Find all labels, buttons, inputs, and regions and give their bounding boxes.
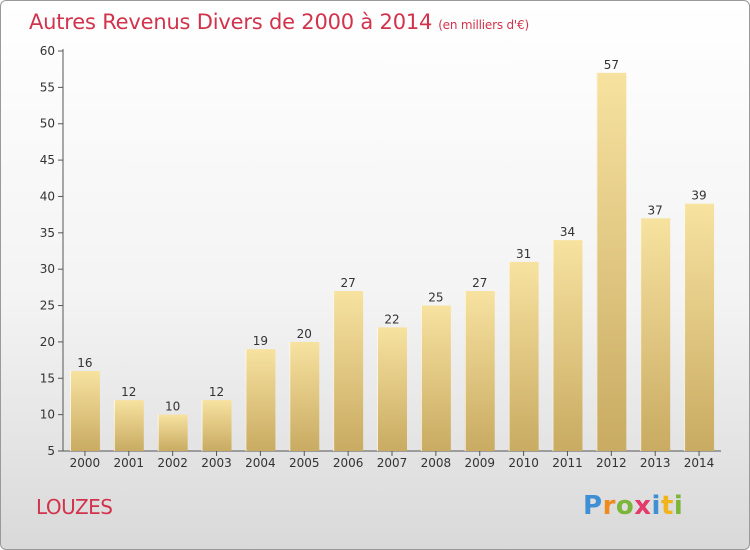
logo-letter: o <box>615 491 635 521</box>
bar <box>640 218 671 451</box>
y-tick-label: 40 <box>40 189 55 203</box>
data-label: 12 <box>209 385 224 399</box>
y-tick-label: 50 <box>40 117 55 131</box>
y-tick-label: 45 <box>40 153 55 167</box>
data-label: 10 <box>165 400 180 414</box>
place-name: LOUZES <box>36 495 113 519</box>
x-tick-label: 2001 <box>114 456 145 470</box>
data-label: 19 <box>253 334 268 348</box>
x-tick-label: 2000 <box>70 456 101 470</box>
data-label: 31 <box>516 247 531 261</box>
data-label: 22 <box>384 312 399 326</box>
y-tick-label: 10 <box>40 408 55 422</box>
x-tick-label: 2009 <box>464 456 495 470</box>
bar <box>552 240 583 451</box>
chart-title: Autres Revenus Divers de 2000 à 2014 (en … <box>29 10 529 34</box>
bar <box>333 291 364 451</box>
logo-letter: i <box>651 491 661 521</box>
logo-letter: x <box>634 491 652 521</box>
x-tick-label: 2013 <box>640 456 671 470</box>
x-tick-label: 2007 <box>377 456 408 470</box>
x-tick-label: 2006 <box>333 456 364 470</box>
chart-title-text: Autres Revenus Divers de 2000 à 2014 <box>29 10 433 34</box>
bar <box>289 341 320 451</box>
x-tick-label: 2012 <box>596 456 627 470</box>
data-label: 16 <box>77 356 92 370</box>
bar <box>596 72 627 452</box>
logo-letter: r <box>602 491 616 521</box>
x-tick-label: 2002 <box>157 456 188 470</box>
bar <box>377 327 407 451</box>
proxiti-logo: Proxiti <box>583 491 683 521</box>
data-label: 12 <box>121 385 136 399</box>
x-tick-label: 2014 <box>684 456 715 470</box>
y-tick-label: 35 <box>40 226 55 240</box>
data-label: 27 <box>340 276 355 290</box>
y-tick-label: 5 <box>47 444 55 458</box>
x-tick-label: 2008 <box>421 456 452 470</box>
x-tick-label: 2005 <box>289 456 320 470</box>
data-label: 27 <box>472 276 487 290</box>
bar <box>201 400 232 451</box>
logo-letter: P <box>583 491 603 521</box>
bar <box>508 261 539 451</box>
bar <box>245 349 276 451</box>
data-label: 57 <box>604 58 619 72</box>
x-tick-label: 2010 <box>508 456 539 470</box>
y-tick-label: 15 <box>40 371 55 385</box>
bar <box>420 305 451 451</box>
data-label: 25 <box>428 291 443 305</box>
bar <box>464 291 495 451</box>
y-tick-label: 60 <box>40 44 55 58</box>
chart-title-unit: (en milliers d'€) <box>438 18 529 32</box>
logo-letter: t <box>660 491 674 521</box>
x-tick-label: 2011 <box>552 456 583 470</box>
data-label: 37 <box>648 203 663 217</box>
y-tick-label: 25 <box>40 299 55 313</box>
logo-letter: i <box>673 491 684 521</box>
data-label: 34 <box>560 225 575 239</box>
x-tick-label: 2004 <box>245 456 276 470</box>
data-label: 20 <box>297 327 312 341</box>
bar <box>157 414 188 451</box>
y-tick-label: 55 <box>40 80 55 94</box>
bar <box>113 400 144 451</box>
y-tick-label: 30 <box>40 262 55 276</box>
x-tick-label: 2003 <box>201 456 232 470</box>
y-tick-label: 20 <box>40 335 55 349</box>
bar <box>69 371 100 451</box>
bar <box>684 203 715 451</box>
data-label: 39 <box>691 189 706 203</box>
